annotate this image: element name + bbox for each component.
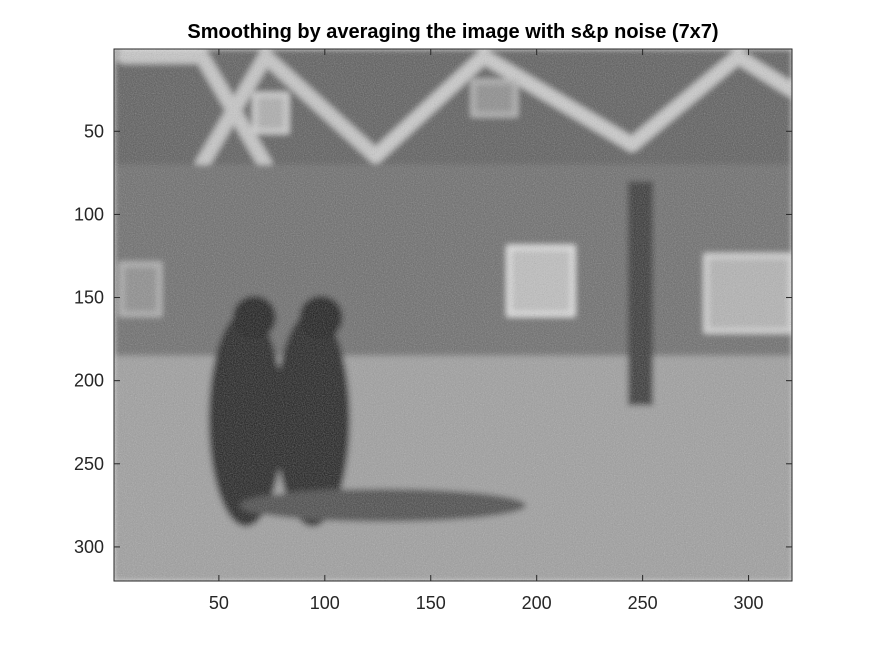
y-axis: 50 100 150 200 250 300 <box>74 121 792 557</box>
x-tick-label: 100 <box>310 593 340 613</box>
y-tick-label: 250 <box>74 454 104 474</box>
y-tick-label: 300 <box>74 537 104 557</box>
y-tick-label: 150 <box>74 288 104 308</box>
x-tick-label: 250 <box>628 593 658 613</box>
y-tick-label: 200 <box>74 371 104 391</box>
y-tick-label: 50 <box>84 121 104 141</box>
plot-area <box>114 49 792 581</box>
chart-title: Smoothing by averaging the image with s&… <box>187 21 718 43</box>
x-tick-label: 200 <box>522 593 552 613</box>
x-tick-label: 150 <box>416 593 446 613</box>
noise-texture <box>114 49 792 581</box>
y-tick-label: 100 <box>74 204 104 224</box>
axes-box <box>113 48 793 582</box>
x-tick-label: 300 <box>734 593 764 613</box>
x-tick-label: 50 <box>209 593 229 613</box>
x-axis: 50 100 150 200 250 300 <box>209 49 764 613</box>
